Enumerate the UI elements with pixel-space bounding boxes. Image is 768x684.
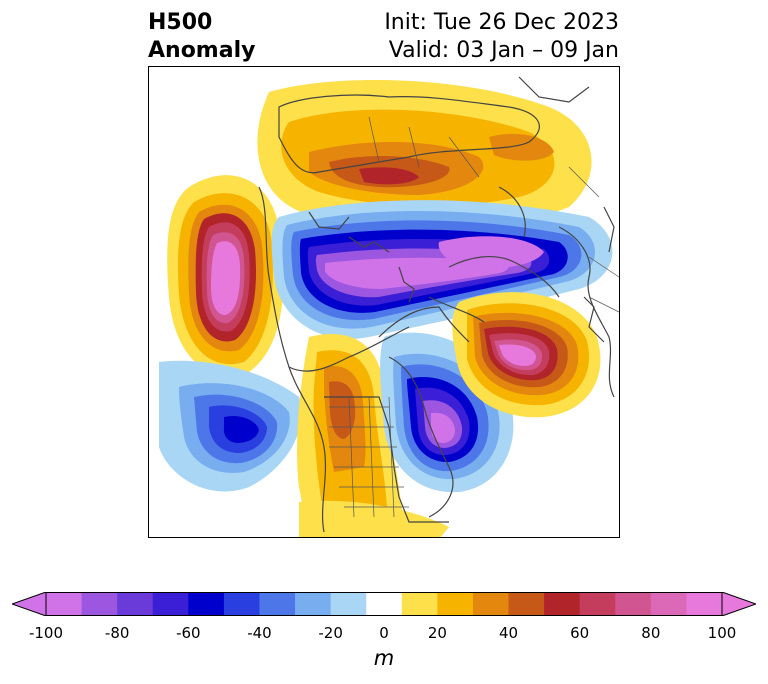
- colorbar-segment: [117, 592, 154, 616]
- colorbar-segment: [46, 592, 83, 616]
- negative-anomaly-arctic-band: [271, 200, 613, 339]
- colorbar-segment: [544, 592, 581, 616]
- colorbar-segment: [472, 592, 510, 616]
- negative-anomaly-pacific-south: [159, 360, 302, 492]
- colorbar-extend-low: [12, 592, 47, 616]
- colorbar-outline: [45, 592, 723, 616]
- colorbar-tick-label: -20: [318, 624, 343, 642]
- positive-anomaly-atlantic: [452, 292, 601, 418]
- colorbar-segment: [686, 592, 723, 616]
- colorbar-extend-high: [721, 592, 756, 616]
- negative-anomaly-eastern-na: [380, 332, 514, 493]
- colorbar-tick-label: -40: [247, 624, 272, 642]
- colorbar-segment: [295, 592, 332, 616]
- colorbar-segment: [330, 592, 367, 616]
- colorbar-tick-label: -60: [176, 624, 201, 642]
- title-block-left: H500 Anomaly: [148, 9, 255, 65]
- colorbar-segment: [366, 592, 403, 616]
- political-borders: [329, 116, 619, 518]
- colorbar-tick-label: 0: [379, 624, 389, 642]
- colorbar-segment: [579, 592, 616, 616]
- colorbar-tick-label: 100: [707, 624, 737, 642]
- colorbar-segment: [152, 592, 189, 616]
- colorbar-segment: [223, 592, 260, 616]
- colorbar-segment: [437, 592, 474, 616]
- map-panel: [148, 66, 620, 538]
- title-block-right: Init: Tue 26 Dec 2023 Valid: 03 Jan – 09…: [384, 9, 619, 65]
- colorbar-tick-label: 20: [427, 624, 447, 642]
- field-subtitle: Anomaly: [148, 38, 256, 63]
- colorbar-segment: [615, 592, 652, 616]
- colorbar-segment: [81, 592, 118, 616]
- colorbar-unit: m: [373, 646, 395, 670]
- init-time: Init: Tue 26 Dec 2023: [384, 10, 619, 35]
- field-title: H500: [148, 10, 213, 35]
- colorbar-tick-label: 40: [498, 624, 519, 642]
- colorbar-segment: [650, 592, 687, 616]
- colorbar-tick-label: 80: [641, 624, 661, 642]
- positive-anomaly-pacific: [167, 175, 284, 376]
- colorbar-ticks: -100 -80 -60 -40 -20 0 20 40 60 80 100: [0, 624, 768, 644]
- colorbar-segment: [401, 592, 438, 616]
- colorbar-segment: [188, 592, 225, 616]
- colorbar-tick-label: 60: [570, 624, 590, 642]
- colorbar-segment: [508, 592, 545, 616]
- anomaly-map: [159, 76, 619, 537]
- valid-range: Valid: 03 Jan – 09 Jan: [388, 38, 619, 63]
- colorbar-segment: [259, 592, 296, 616]
- colorbar-tick-label: -80: [104, 624, 130, 642]
- colorbar-tick-label: -100: [28, 624, 64, 642]
- colorbar: [12, 592, 756, 616]
